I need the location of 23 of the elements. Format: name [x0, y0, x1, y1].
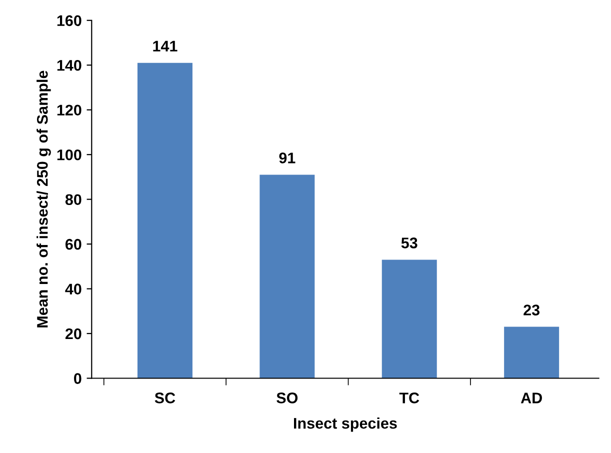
data-label: 23 [524, 304, 540, 316]
data-label: 141 [153, 40, 178, 52]
bar [504, 326, 560, 378]
y-tick-label: 160 [57, 15, 82, 26]
x-tick-label: AD [520, 392, 542, 404]
x-tick-label: SC [154, 392, 176, 404]
x-tick-label: SO [276, 392, 298, 404]
data-label: 91 [279, 152, 296, 164]
y-tick-label: 80 [65, 194, 82, 206]
x-axis-title: Insect species [294, 417, 397, 432]
y-tick-label: 140 [57, 60, 82, 71]
y-axis-title: Mean no. of insect/ 250 g of Sample [36, 70, 51, 328]
y-tick-label: 100 [57, 149, 82, 160]
y-tick-label: 20 [65, 328, 82, 340]
y-tick-label: 0 [74, 373, 82, 384]
y-tick-label: 120 [57, 104, 82, 116]
bar [382, 260, 437, 378]
data-label: 53 [401, 238, 418, 248]
y-tick-label: 60 [65, 238, 82, 250]
y-tick-label: 40 [65, 284, 82, 294]
bar [260, 174, 315, 378]
x-tick-label: TC [399, 392, 420, 404]
bar [137, 62, 192, 378]
